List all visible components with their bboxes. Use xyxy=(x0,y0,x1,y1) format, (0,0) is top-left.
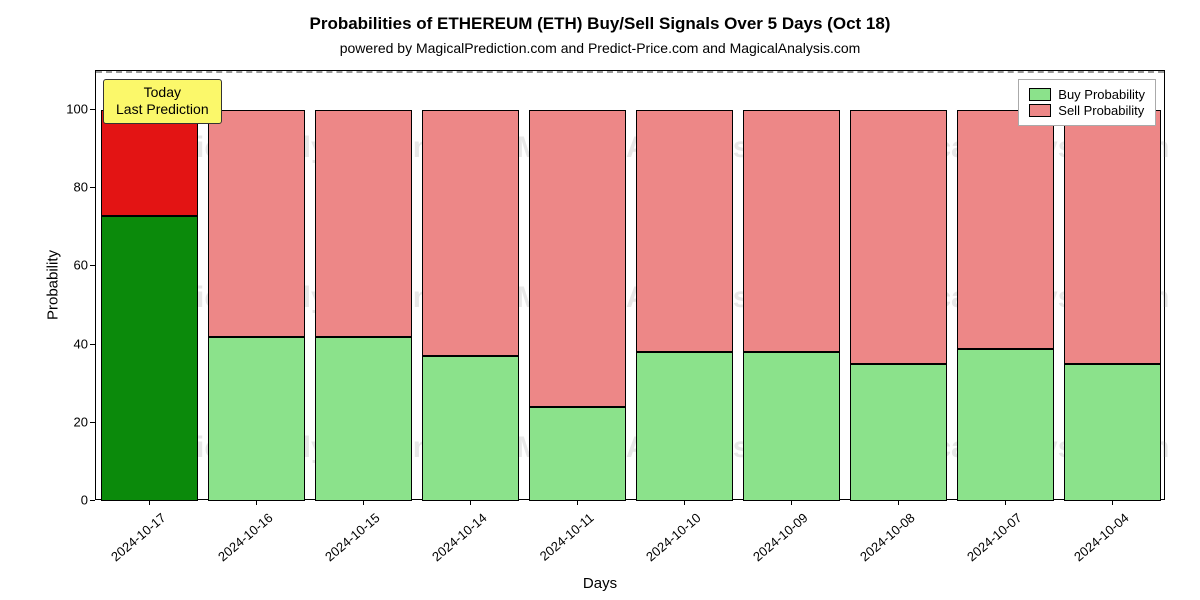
buy-bar xyxy=(208,337,305,501)
y-tick-mark xyxy=(90,422,95,423)
y-tick-mark xyxy=(90,500,95,501)
x-tick-label: 2024-10-10 xyxy=(632,510,703,573)
legend-row-sell: Sell Probability xyxy=(1029,103,1145,118)
x-tick-label: 2024-10-17 xyxy=(97,510,168,573)
today-callout-line1: Today xyxy=(116,84,209,102)
buy-bar xyxy=(101,216,198,501)
buy-bar xyxy=(1064,364,1161,501)
x-tick-label: 2024-10-07 xyxy=(953,510,1024,573)
bar-group xyxy=(957,71,1054,499)
bar-group xyxy=(529,71,626,499)
today-callout-line2: Last Prediction xyxy=(116,101,209,119)
y-tick-label: 80 xyxy=(48,180,88,195)
x-tick-mark xyxy=(1112,500,1113,505)
x-tick-label: 2024-10-16 xyxy=(204,510,275,573)
legend-swatch-buy xyxy=(1029,88,1051,101)
x-tick-label: 2024-10-11 xyxy=(525,510,596,573)
bar-group xyxy=(743,71,840,499)
sell-bar xyxy=(850,110,947,364)
sell-bar xyxy=(101,110,198,216)
y-tick-mark xyxy=(90,187,95,188)
y-tick-label: 100 xyxy=(48,102,88,117)
bar-group xyxy=(1064,71,1161,499)
legend-label-buy: Buy Probability xyxy=(1058,87,1145,102)
sell-bar xyxy=(1064,110,1161,364)
plot-area: MagicalAnalysis.comMagicalAnalysis.comMa… xyxy=(95,70,1165,500)
legend-label-sell: Sell Probability xyxy=(1058,103,1144,118)
chart-container: Probabilities of ETHEREUM (ETH) Buy/Sell… xyxy=(0,0,1200,600)
buy-bar xyxy=(529,407,626,501)
x-tick-mark xyxy=(149,500,150,505)
buy-bar xyxy=(422,356,519,501)
y-tick-label: 40 xyxy=(48,336,88,351)
sell-bar xyxy=(422,110,519,356)
x-tick-mark xyxy=(256,500,257,505)
buy-bar xyxy=(957,349,1054,501)
chart-subtitle: powered by MagicalPrediction.com and Pre… xyxy=(0,40,1200,56)
x-tick-label: 2024-10-09 xyxy=(739,510,810,573)
x-tick-mark xyxy=(791,500,792,505)
bar-group xyxy=(315,71,412,499)
bars-layer xyxy=(96,71,1164,499)
legend: Buy Probability Sell Probability xyxy=(1018,79,1156,126)
x-tick-label: 2024-10-15 xyxy=(311,510,382,573)
sell-bar xyxy=(315,110,412,337)
x-axis-label: Days xyxy=(0,575,1200,592)
x-tick-mark xyxy=(684,500,685,505)
x-tick-mark xyxy=(898,500,899,505)
x-tick-mark xyxy=(470,500,471,505)
x-tick-mark xyxy=(1005,500,1006,505)
today-callout: Today Last Prediction xyxy=(103,79,222,124)
bar-group xyxy=(850,71,947,499)
sell-bar xyxy=(208,110,305,337)
buy-bar xyxy=(315,337,412,501)
y-tick-label: 20 xyxy=(48,414,88,429)
x-tick-label: 2024-10-08 xyxy=(846,510,917,573)
sell-bar xyxy=(957,110,1054,348)
bar-group xyxy=(422,71,519,499)
y-tick-label: 0 xyxy=(48,493,88,508)
legend-row-buy: Buy Probability xyxy=(1029,87,1145,102)
bar-group xyxy=(636,71,733,499)
y-tick-mark xyxy=(90,344,95,345)
y-tick-mark xyxy=(90,265,95,266)
chart-title: Probabilities of ETHEREUM (ETH) Buy/Sell… xyxy=(0,14,1200,34)
bar-group xyxy=(208,71,305,499)
x-tick-mark xyxy=(363,500,364,505)
sell-bar xyxy=(636,110,733,352)
buy-bar xyxy=(850,364,947,501)
sell-bar xyxy=(529,110,626,407)
sell-bar xyxy=(743,110,840,352)
x-tick-mark xyxy=(577,500,578,505)
x-tick-label: 2024-10-04 xyxy=(1060,510,1131,573)
x-tick-label: 2024-10-14 xyxy=(418,510,489,573)
buy-bar xyxy=(743,352,840,501)
y-axis-label: Probability xyxy=(45,250,62,320)
y-tick-mark xyxy=(90,109,95,110)
bar-group xyxy=(101,71,198,499)
buy-bar xyxy=(636,352,733,501)
legend-swatch-sell xyxy=(1029,104,1051,117)
